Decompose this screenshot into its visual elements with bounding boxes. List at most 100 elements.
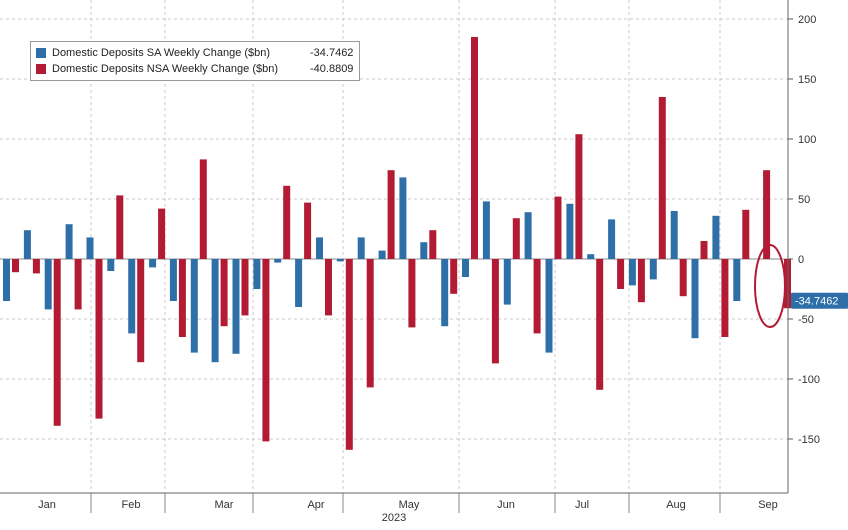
bar-sa (274, 259, 282, 263)
bar-nsa (325, 259, 332, 316)
x-tick-label: Mar (215, 499, 234, 511)
bar-nsa (220, 259, 228, 327)
bar-sa (3, 259, 10, 301)
bar-sa (253, 259, 261, 289)
legend-entry-nsa: Domestic Deposits NSA Weekly Change ($bn… (36, 61, 353, 77)
bar-sa (399, 177, 407, 259)
last-value-callout (791, 292, 848, 309)
bar-sa (462, 259, 469, 277)
bar-nsa (74, 259, 82, 310)
bar-sa (357, 237, 365, 259)
x-axis-year-label: 2023 (382, 512, 406, 524)
bar-nsa (241, 259, 249, 316)
bar-sa (712, 215, 720, 259)
bar-sa (128, 259, 136, 334)
bar-nsa (429, 230, 437, 259)
bar-nsa (533, 259, 541, 334)
bar-nsa (554, 196, 562, 259)
bar-nsa (679, 259, 687, 297)
x-tick-label: Jun (497, 499, 515, 511)
x-tick-label: Sep (758, 499, 778, 511)
bar-nsa (658, 97, 666, 259)
bar-nsa (721, 259, 729, 337)
bar-sa (107, 259, 115, 271)
bar-nsa (471, 37, 478, 259)
bar-nsa (637, 259, 645, 303)
y-tick-label: -150 (798, 434, 820, 446)
bars (3, 37, 791, 450)
bar-nsa (763, 170, 771, 259)
legend-entry-sa: Domestic Deposits SA Weekly Change ($bn)… (36, 45, 353, 61)
last-value-label: -34.7462 (795, 296, 838, 308)
bar-nsa (575, 134, 583, 259)
legend: Domestic Deposits SA Weekly Change ($bn)… (30, 41, 361, 81)
x-tick-label: May (399, 499, 420, 511)
bar-sa (441, 259, 449, 327)
bar-sa (587, 254, 595, 259)
bar-sa (608, 219, 616, 259)
bar-nsa (199, 159, 207, 259)
bar-sa (649, 259, 657, 280)
bar-nsa (178, 259, 186, 337)
x-tick-label: Jan (38, 499, 56, 511)
bar-nsa (12, 259, 19, 273)
legend-label-sa: Domestic Deposits SA Weekly Change ($bn) (52, 47, 271, 59)
bar-sa (190, 259, 198, 353)
bar-sa (149, 259, 157, 268)
bar-nsa (304, 202, 312, 259)
bar-sa (691, 259, 699, 339)
bar-nsa (491, 259, 499, 364)
bar-sa (44, 259, 52, 310)
legend-swatch-sa (36, 48, 46, 58)
bar-sa (336, 259, 344, 262)
bar-sa (566, 203, 574, 259)
bar-nsa (450, 259, 458, 294)
bar-sa (211, 259, 219, 363)
bar-sa (420, 242, 428, 259)
bar-sa (23, 230, 31, 259)
y-tick-label: -100 (798, 374, 820, 386)
x-tick-label: Jul (575, 499, 589, 511)
bar-nsa (345, 259, 353, 450)
bar-sa (545, 259, 553, 353)
bar-nsa (158, 208, 166, 259)
legend-swatch-nsa (36, 64, 46, 74)
bar-nsa (283, 185, 291, 259)
bar-sa (316, 237, 323, 259)
y-tick-label: 0 (798, 254, 804, 266)
bar-sa (670, 211, 678, 259)
bar-nsa (116, 195, 124, 259)
x-tick-label: Aug (666, 499, 686, 511)
y-tick-label: -50 (798, 314, 814, 326)
bar-sa (503, 259, 511, 305)
bar-sa (232, 259, 240, 354)
bar-sa (86, 237, 94, 259)
bar-nsa (700, 241, 708, 259)
bar-nsa (387, 170, 395, 259)
bar-nsa (617, 259, 625, 289)
bar-nsa (32, 259, 40, 274)
bar-nsa (366, 259, 374, 388)
bar-sa (65, 224, 73, 259)
y-tick-label: 100 (798, 134, 816, 146)
bar-nsa (95, 259, 103, 419)
bar-nsa (262, 259, 270, 442)
bar-sa (295, 259, 303, 307)
bar-nsa (512, 218, 520, 259)
y-tick-label: 150 (798, 74, 816, 86)
bar-sa (628, 259, 636, 286)
bar-nsa (408, 259, 416, 328)
bar-nsa (742, 209, 750, 259)
legend-value-nsa: -40.8809 (310, 63, 354, 75)
y-tick-label: 50 (798, 194, 810, 206)
bar-nsa (137, 259, 145, 363)
bar-nsa (596, 259, 604, 390)
legend-label-nsa: Domestic Deposits NSA Weekly Change ($bn… (52, 63, 279, 75)
x-tick-label: Apr (307, 499, 324, 511)
bar-sa (378, 250, 386, 259)
legend-value-sa: -34.7462 (310, 47, 354, 59)
bar-sa (524, 212, 532, 259)
